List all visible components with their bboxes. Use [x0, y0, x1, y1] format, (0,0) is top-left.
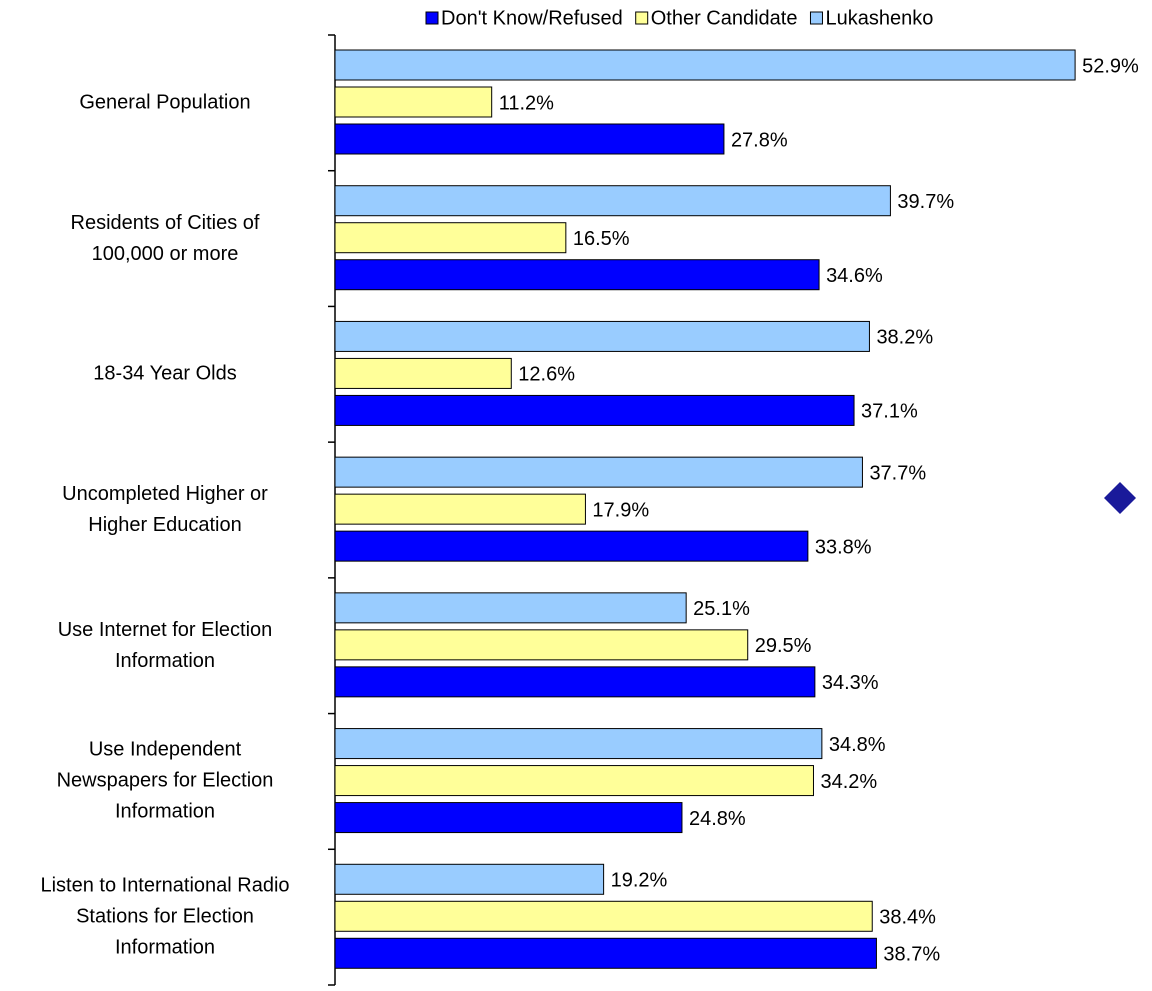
data-label: 37.7% — [869, 462, 926, 484]
data-label: 19.2% — [611, 870, 668, 892]
data-label: 33.8% — [815, 536, 872, 558]
bar — [334, 357, 512, 389]
data-label: 16.5% — [573, 228, 630, 250]
data-label: 34.2% — [820, 771, 877, 793]
bar — [334, 394, 855, 426]
data-label: 52.9% — [1082, 55, 1139, 77]
bar — [334, 937, 877, 969]
data-label: 24.8% — [689, 808, 746, 830]
category-label: Residents of Cities of 100,000 or more — [70, 211, 260, 265]
data-label: 38.4% — [879, 907, 936, 929]
legend-swatch — [425, 11, 439, 25]
bar — [334, 456, 863, 488]
data-label: 34.8% — [829, 734, 886, 756]
bar — [334, 530, 809, 562]
bar — [334, 493, 586, 525]
category-label: General Population — [79, 91, 251, 114]
bar — [334, 900, 873, 932]
data-label: 27.8% — [731, 129, 788, 151]
bar — [334, 728, 823, 760]
legend-label: Lukashenko — [825, 7, 933, 29]
data-label: 34.3% — [822, 672, 879, 694]
bar — [334, 222, 567, 254]
category-label: Uncompleted Higher or Higher Education — [62, 483, 268, 536]
data-label: 34.6% — [826, 265, 883, 287]
data-label: 11.2% — [499, 92, 554, 114]
stray-marker — [1104, 482, 1136, 514]
bar — [334, 86, 493, 118]
bar — [334, 49, 1076, 81]
data-label: 29.5% — [755, 635, 812, 657]
data-label: 39.7% — [897, 191, 954, 213]
bar — [334, 123, 725, 155]
legend-swatch — [635, 11, 649, 25]
bar — [334, 802, 683, 834]
bar — [334, 592, 687, 624]
category-label: 18-34 Year Olds — [93, 362, 237, 385]
bar — [334, 666, 816, 698]
bar — [334, 629, 749, 661]
category-label: Use Internet for Election Information — [57, 618, 273, 672]
bar — [334, 863, 605, 895]
data-label: 17.9% — [592, 499, 649, 521]
legend-label: Other Candidate — [651, 7, 798, 29]
data-label: 38.7% — [883, 944, 940, 966]
data-label: 37.1% — [861, 401, 918, 423]
bar — [334, 765, 814, 797]
bar — [334, 320, 870, 352]
data-label: 12.6% — [518, 364, 575, 386]
category-label: Listen to International Radio Stations f… — [40, 874, 290, 959]
legend-swatch — [809, 11, 823, 25]
category-label: Use Independent Newspapers for Election … — [56, 738, 274, 823]
data-label: 25.1% — [693, 598, 750, 620]
data-label: 38.2% — [876, 327, 933, 349]
bar — [334, 185, 891, 217]
legend-label: Don't Know/Refused — [441, 7, 623, 29]
bar — [334, 259, 820, 291]
